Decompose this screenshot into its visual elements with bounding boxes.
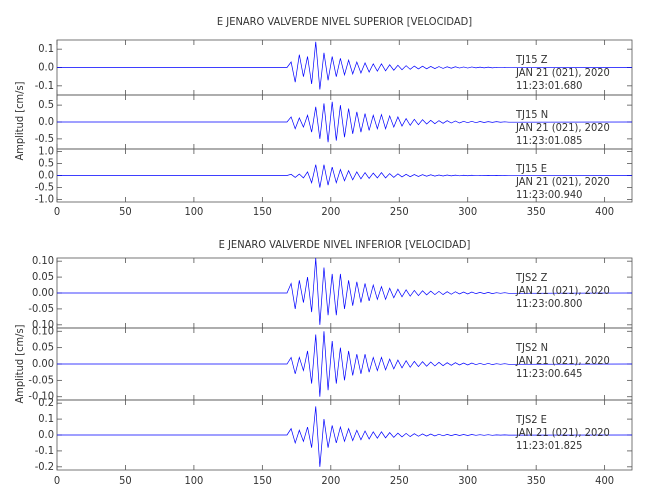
trace-label: JAN 21 (021), 2020: [515, 175, 610, 188]
y-tick-label: 0.10: [32, 324, 54, 337]
y-tick-label: 0.1: [38, 412, 54, 425]
waveform: [57, 406, 633, 467]
waveform: [57, 257, 633, 325]
x-tick-label: 400: [595, 205, 614, 218]
y-tick-label: -0.2: [35, 460, 54, 473]
trace-label: TJS2 N: [515, 341, 548, 354]
trace-label: 11:23:01.085: [516, 134, 582, 147]
y-tick-label: 0.05: [32, 270, 54, 283]
x-tick-label: 300: [458, 474, 477, 487]
y-tick-label: 0.10: [32, 318, 54, 331]
y-tick-label: 0.2: [38, 396, 54, 409]
trace-label: TJS2 Z: [515, 271, 548, 284]
trace-label: JAN 21 (021), 2020: [515, 121, 610, 134]
trace-label: 11:23:00.645: [516, 367, 582, 380]
waveform: [57, 164, 633, 188]
y-tick-label: -1.0: [35, 193, 54, 206]
y-tick-label: -0.05: [28, 302, 54, 315]
trace-label: 11:23:00.940: [516, 188, 582, 201]
y-tick-label: 0.5: [38, 98, 54, 111]
y-axis-label: Amplitud [cm/s]: [13, 81, 26, 160]
y-tick-label: 0.00: [32, 286, 54, 299]
y-tick-label: -0.1: [35, 444, 54, 457]
trace-label: 11:23:01.825: [516, 439, 582, 452]
x-tick-label: 100: [184, 205, 203, 218]
x-tick-label: 250: [390, 205, 409, 218]
y-tick-label: -0.10: [28, 390, 54, 403]
waveform: [57, 41, 633, 90]
y-tick-label: 0.0: [38, 169, 54, 182]
x-tick-label: 150: [253, 474, 272, 487]
x-tick-label: 100: [184, 474, 203, 487]
trace-label: TJS2 E: [515, 413, 547, 426]
chart-title: E JENARO VALVERDE NIVEL SUPERIOR [VELOCI…: [217, 15, 472, 28]
y-tick-label: -0.05: [28, 373, 54, 386]
x-tick-label: 50: [119, 474, 132, 487]
waveform: [57, 331, 633, 397]
y-tick-label: 0.0: [38, 428, 54, 441]
trace-label: 11:23:01.680: [516, 79, 582, 92]
x-tick-label: 200: [321, 205, 340, 218]
x-tick-label: 350: [527, 205, 546, 218]
y-tick-label: -0.5: [35, 132, 54, 145]
y-axis-label: Amplitud [cm/s]: [13, 324, 26, 403]
trace-label: JAN 21 (021), 2020: [515, 284, 610, 297]
x-tick-label: 350: [527, 474, 546, 487]
y-tick-label: 0.5: [38, 156, 54, 169]
trace-label: TJ15 E: [515, 162, 547, 175]
x-tick-label: 250: [390, 474, 409, 487]
x-tick-label: 0: [54, 205, 60, 218]
x-tick-label: 200: [321, 474, 340, 487]
trace-label: TJ15 N: [515, 108, 548, 121]
y-tick-label: 1.0: [38, 144, 54, 157]
x-tick-label: 50: [119, 205, 132, 218]
trace-label: JAN 21 (021), 2020: [515, 354, 610, 367]
trace-label: TJ15 Z: [515, 53, 548, 66]
y-tick-label: -0.5: [35, 181, 54, 194]
trace-label: JAN 21 (021), 2020: [515, 426, 610, 439]
y-tick-label: 0.0: [38, 115, 54, 128]
y-tick-label: 0.1: [38, 42, 54, 55]
trace-label: JAN 21 (021), 2020: [515, 66, 610, 79]
y-tick-label: 0.05: [32, 341, 54, 354]
y-tick-label: 0.0: [38, 61, 54, 74]
waveform: [57, 101, 633, 143]
x-tick-label: 0: [54, 474, 60, 487]
x-tick-label: 300: [458, 205, 477, 218]
x-tick-label: 150: [253, 205, 272, 218]
y-tick-label: -0.1: [35, 79, 54, 92]
x-tick-label: 400: [595, 474, 614, 487]
trace-label: 11:23:00.800: [516, 297, 582, 310]
chart-title: E JENARO VALVERDE NIVEL INFERIOR [VELOCI…: [219, 238, 471, 251]
y-tick-label: 0.10: [32, 254, 54, 267]
y-tick-label: 0.00: [32, 357, 54, 370]
